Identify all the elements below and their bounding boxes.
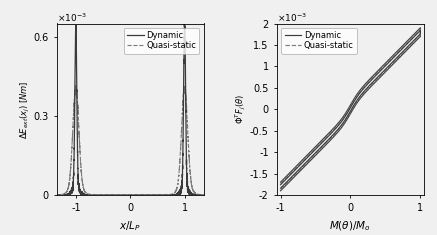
Quasi-static [164,193,169,196]
Dynamic [54,194,59,196]
Quasi-static [295,165,300,168]
Dynamic [182,20,187,23]
Quasi-static [278,182,283,185]
Line: Dynamic: Dynamic [57,21,204,195]
Quasi-static [418,28,423,31]
Quasi-static [278,188,283,191]
Dynamic [175,192,180,195]
Dynamic [81,193,86,196]
Dynamic [201,194,206,196]
Quasi-static [345,115,350,118]
Legend: Dynamic, Quasi-static: Dynamic, Quasi-static [124,28,199,54]
Dynamic [345,117,350,120]
Quasi-static [73,84,78,87]
Quasi-static [175,183,180,186]
Quasi-static [379,73,385,75]
Quasi-static [150,194,155,196]
Quasi-static [128,194,133,196]
Text: $\times10^{-3}$: $\times10^{-3}$ [57,11,87,24]
Dynamic [379,74,385,77]
Dynamic [295,163,300,166]
Quasi-static [388,64,393,67]
Quasi-static [54,194,59,196]
Quasi-static [81,186,86,189]
X-axis label: $M(\theta)/M_o$: $M(\theta)/M_o$ [329,219,371,233]
Dynamic [164,194,169,196]
Quasi-static [142,194,148,196]
Line: Quasi-static: Quasi-static [281,29,420,189]
Quasi-static [395,57,400,59]
Y-axis label: $\Delta E_{ext}(x_j)\;[Nm]$: $\Delta E_{ext}(x_j)\;[Nm]$ [19,80,32,139]
Legend: Dynamic, Quasi-static: Dynamic, Quasi-static [281,28,357,54]
Dynamic [388,66,393,68]
Y-axis label: $\Phi^T F_j(\theta)$: $\Phi^T F_j(\theta)$ [234,94,249,124]
Dynamic [316,150,322,153]
Line: Dynamic: Dynamic [281,28,420,191]
Quasi-static [201,194,206,196]
Dynamic [395,58,400,61]
Quasi-static [110,194,115,196]
Dynamic [278,189,283,192]
X-axis label: $x/L_P$: $x/L_P$ [119,219,141,233]
Dynamic [142,194,148,196]
Quasi-static [316,149,322,152]
Line: Quasi-static: Quasi-static [57,86,204,195]
Dynamic [418,26,423,29]
Dynamic [278,181,283,184]
Dynamic [150,194,155,196]
Dynamic [54,194,59,196]
Dynamic [110,194,115,196]
Text: $\times10^{-3}$: $\times10^{-3}$ [277,11,307,24]
